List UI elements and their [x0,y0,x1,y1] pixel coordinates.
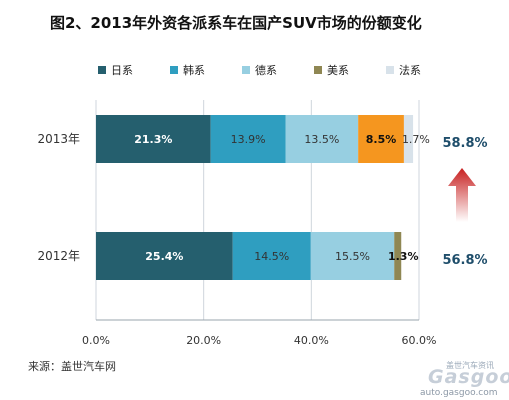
legend-item-japanese: 日系 [98,62,133,78]
increase-arrow-icon [448,168,476,222]
bar-segment-american [358,115,404,163]
legend-item-american: 美系 [314,62,349,78]
data-label-american: 8.5% [366,133,397,146]
data-label-german: 15.5% [335,250,370,263]
bar-segment-japanese [96,115,211,163]
total-label: 58.8% [442,136,487,151]
legend-item-korean: 韩系 [170,62,205,78]
category-label: 2013年 [37,132,80,146]
legend: 日系 韩系 德系 美系 法系 [0,62,509,78]
legend-swatch-korean [170,66,178,74]
legend-item-french: 法系 [386,62,421,78]
data-label-american: 1.3% [388,250,419,263]
data-label-korean: 14.5% [254,250,289,263]
legend-swatch-american [314,66,322,74]
legend-label-american: 美系 [327,64,349,77]
total-label: 56.8% [442,253,487,268]
data-label-german: 13.5% [304,133,339,146]
bar-segment-german [285,115,359,163]
bar-segment-german [310,232,395,280]
watermark: 盖世汽车资讯 Gasgoo auto.gasgoo.com [412,360,509,398]
legend-swatch-japanese [98,66,106,74]
legend-label-japanese: 日系 [111,64,133,77]
bar-segment-american [394,232,402,280]
data-label-japanese: 21.3% [134,133,172,146]
chart-title: 图2、2013年外资各派系车在国产SUV市场的份额变化 [50,14,422,32]
legend-label-korean: 韩系 [183,64,205,77]
legend-swatch-german [242,66,250,74]
data-label-french: 1.7% [402,133,430,146]
legend-label-french: 法系 [399,64,421,77]
x-tick-label: 0.0% [82,334,110,347]
legend-item-german: 德系 [242,62,277,78]
watermark-logo: Gasgoo [428,366,509,388]
source-note: 来源：盖世汽车网 [28,360,116,373]
bar-segment-korean [232,232,311,280]
data-label-korean: 13.9% [231,133,266,146]
watermark-tagline: 盖世汽车资讯 [446,361,494,370]
x-tick-label: 60.0% [402,334,437,347]
x-tick-label: 20.0% [186,334,221,347]
legend-label-german: 德系 [255,64,277,77]
bar-segment-korean [210,115,286,163]
data-label-japanese: 25.4% [145,250,183,263]
bar-segment-japanese [96,232,233,280]
category-label: 2012年 [37,249,80,263]
x-tick-label: 40.0% [294,334,329,347]
legend-swatch-french [386,66,394,74]
watermark-url: auto.gasgoo.com [420,388,498,398]
bar-segment-french [403,115,414,163]
